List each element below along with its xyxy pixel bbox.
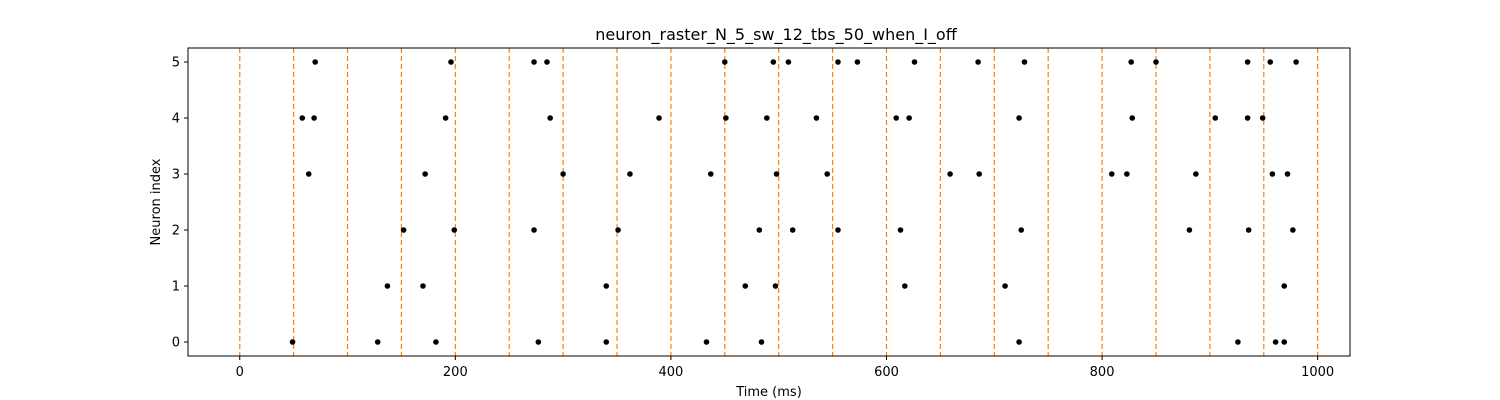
spike-point	[756, 227, 763, 233]
spike-point	[442, 115, 449, 121]
spike-point	[1245, 227, 1252, 233]
spike-point	[289, 339, 296, 345]
spike-point	[627, 171, 633, 177]
spike-point	[656, 115, 662, 121]
spike-point	[1193, 171, 1199, 177]
spike-point	[824, 171, 831, 177]
spike-point	[1290, 227, 1296, 233]
spike-point	[1281, 339, 1288, 345]
y-axis-label: Neuron index	[149, 158, 164, 245]
spike-point	[1272, 339, 1279, 345]
spike-markers	[289, 59, 1299, 345]
spike-point	[1235, 339, 1241, 345]
spike-point	[305, 171, 312, 177]
spike-point	[312, 59, 318, 65]
x-tick-label: 0	[236, 365, 244, 380]
plot-frame	[187, 47, 1351, 357]
spike-point	[1108, 171, 1115, 177]
spike-point	[723, 115, 729, 121]
spike-point	[897, 227, 904, 233]
spike-point	[299, 115, 306, 121]
spike-point	[1016, 115, 1022, 121]
spike-point	[772, 283, 779, 289]
spike-point	[773, 171, 780, 177]
spike-point	[1244, 59, 1251, 65]
spike-point	[1129, 115, 1136, 121]
spike-point	[854, 59, 861, 65]
spike-point	[902, 283, 908, 289]
spike-point	[1212, 115, 1219, 121]
spike-point	[975, 59, 981, 65]
chart-title: neuron_raster_N_5_sw_12_tbs_50_when_I_of…	[595, 25, 957, 45]
y-tick-label: 4	[172, 112, 180, 127]
spike-point	[422, 171, 428, 177]
x-tick-label: 600	[874, 365, 899, 380]
spike-point	[535, 339, 542, 345]
spike-point	[947, 171, 953, 177]
spike-point	[703, 339, 710, 345]
spike-point	[400, 227, 407, 233]
spike-point	[560, 171, 566, 177]
spike-point	[813, 115, 820, 121]
spike-point	[758, 339, 765, 345]
spike-point	[1186, 227, 1193, 233]
spike-point	[547, 115, 553, 121]
spike-point	[1016, 339, 1022, 345]
spike-point	[615, 227, 621, 233]
spike-point	[384, 283, 391, 289]
spike-point	[1281, 283, 1288, 289]
spike-point	[785, 59, 792, 65]
y-tick-label: 0	[172, 336, 180, 351]
y-tick-label: 5	[172, 56, 180, 71]
x-tick-label: 800	[1090, 365, 1115, 380]
spike-point	[911, 59, 918, 65]
spike-point	[544, 59, 550, 65]
spike-point	[1002, 283, 1008, 289]
x-axis-ticks: 0 200 400 600 800 1000	[236, 356, 1334, 380]
y-tick-label: 2	[172, 224, 180, 239]
y-tick-label: 3	[172, 168, 180, 183]
spike-point	[433, 339, 439, 345]
spike-point	[603, 339, 610, 345]
spike-point	[722, 59, 728, 65]
spike-point	[835, 227, 841, 233]
spike-point	[707, 171, 714, 177]
spike-point	[1124, 171, 1130, 177]
spike-point	[531, 227, 537, 233]
y-axis-ticks: 0 1 2 3 4 5	[172, 56, 188, 351]
x-axis-label: Time (ms)	[735, 385, 802, 400]
spike-point	[1259, 115, 1266, 121]
x-tick-label: 400	[658, 365, 683, 380]
spike-point	[770, 59, 777, 65]
x-tick-label: 1000	[1301, 365, 1334, 380]
spike-point	[1128, 59, 1134, 65]
spike-point	[1269, 171, 1276, 177]
spike-point	[448, 59, 454, 65]
spike-point	[603, 283, 610, 289]
spike-point	[906, 115, 912, 121]
spike-point	[1244, 115, 1251, 121]
spike-point	[1284, 171, 1291, 177]
spike-point	[311, 115, 317, 121]
spike-point	[764, 115, 770, 121]
spike-point	[789, 227, 796, 233]
spike-point	[1293, 59, 1299, 65]
spike-point	[420, 283, 426, 289]
spike-point	[374, 339, 381, 345]
spike-point	[451, 227, 458, 233]
spike-point	[1153, 59, 1159, 65]
spike-point	[531, 59, 537, 65]
spike-point	[1267, 59, 1274, 65]
x-tick-label: 200	[443, 365, 468, 380]
spike-point	[1021, 59, 1028, 65]
event-vlines	[239, 48, 1319, 356]
spike-point	[893, 115, 899, 121]
spike-point	[835, 59, 841, 65]
spike-point	[742, 283, 749, 289]
spike-point	[1018, 227, 1025, 233]
spike-point	[976, 171, 982, 177]
y-tick-label: 1	[172, 280, 180, 295]
